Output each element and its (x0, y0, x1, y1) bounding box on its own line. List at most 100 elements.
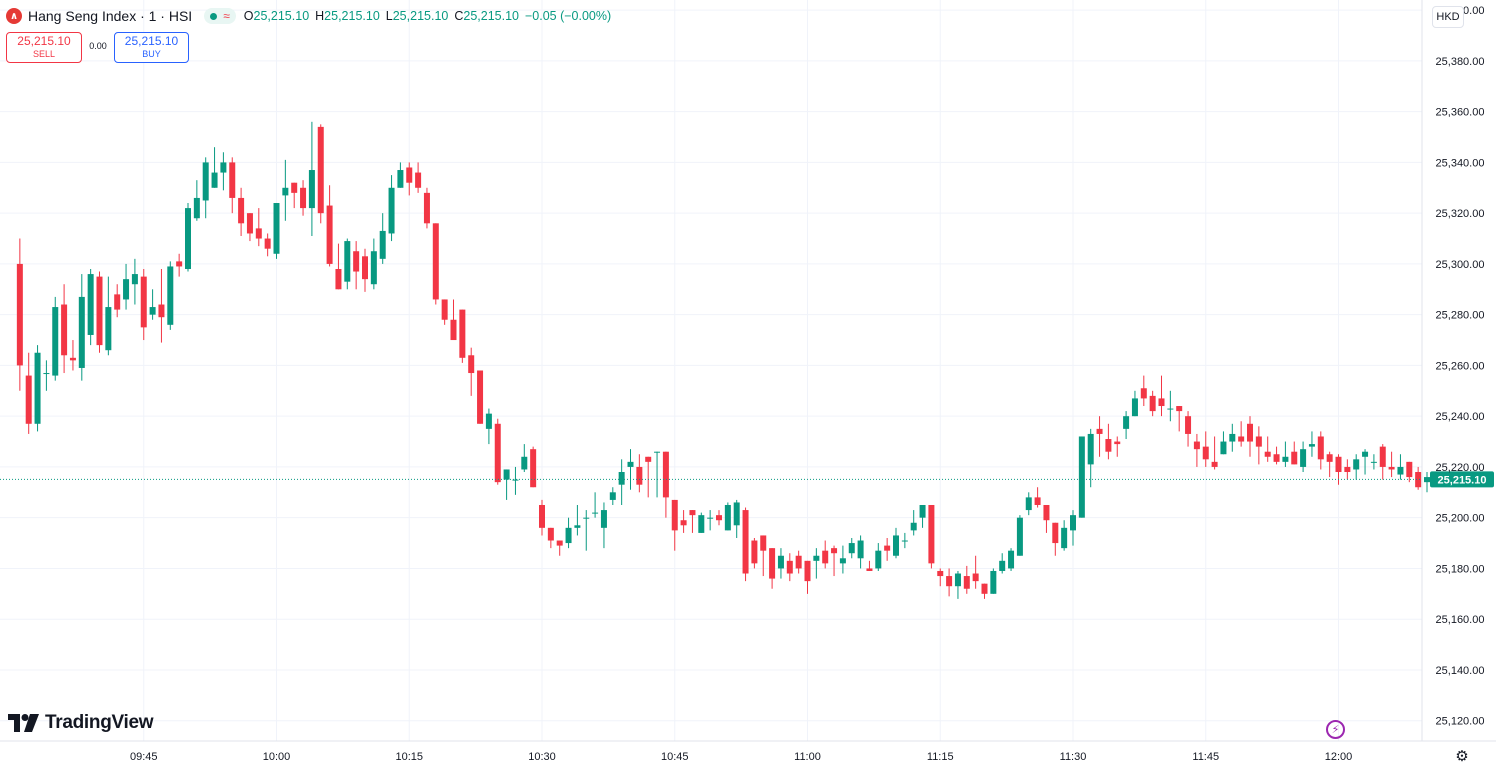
candle-body (530, 449, 537, 488)
candle-body (1140, 388, 1147, 399)
candle-body (167, 266, 174, 325)
candle-body (344, 241, 351, 282)
candle-body (1185, 416, 1192, 434)
sell-button[interactable]: 25,215.10 SELL (6, 32, 82, 63)
sell-label: SELL (32, 48, 56, 59)
chart-grid (0, 0, 1422, 741)
candle-body (379, 230, 386, 259)
candle-body (875, 550, 882, 569)
candle-body (521, 456, 528, 470)
candle-body (1052, 522, 1059, 544)
candle-body (751, 540, 758, 564)
candle-body (539, 504, 545, 528)
candle-body (335, 268, 342, 290)
candle-body (954, 573, 961, 587)
buy-button[interactable]: 25,215.10 BUY (114, 32, 189, 63)
last-price-line: 25,215.10 (0, 471, 1494, 488)
candle-body (140, 276, 147, 328)
candle-body (910, 522, 917, 531)
candle-body (866, 568, 873, 571)
candle-body (61, 304, 68, 356)
candle-body (963, 576, 970, 589)
candle-body (1415, 472, 1422, 488)
candle-body (176, 261, 183, 267)
candle-body (724, 504, 731, 531)
candle-body (680, 520, 687, 526)
candle-body (1388, 466, 1395, 470)
candle-body (990, 570, 997, 594)
symbol-title[interactable]: Hang Seng Index · 1 · HSI (28, 8, 193, 24)
high-value: 25,215.10 (324, 9, 380, 23)
candle-body (1397, 466, 1404, 475)
currency-selector[interactable]: HKD (1432, 6, 1464, 28)
candle-body (370, 251, 377, 285)
candle-body (760, 535, 767, 551)
price-tick-label: 25,180.00 (1436, 563, 1485, 575)
candle-body (742, 510, 749, 574)
close-label: C (454, 9, 464, 23)
candle-body (238, 197, 245, 224)
candle-body (149, 307, 156, 315)
candle-body (716, 515, 722, 521)
ohlc-values: O25,215.10 H25,215.10 L25,215.10 C25,215… (244, 9, 611, 23)
candle-body (1043, 504, 1050, 521)
candle-body (769, 548, 776, 579)
candle-body (291, 182, 298, 193)
candle-body (822, 550, 829, 564)
time-tick-label: 09:45 (130, 751, 158, 763)
price-tick-label: 25,340.00 (1436, 157, 1485, 169)
candle-body (1149, 395, 1156, 412)
candle-body (1362, 451, 1369, 457)
time-tick-label: 11:15 (927, 751, 954, 763)
candle-body (317, 126, 324, 214)
candle-body (1220, 441, 1227, 455)
candle-body (1247, 423, 1253, 442)
market-status-pill[interactable]: ≈ (204, 8, 236, 24)
candle-body (43, 373, 50, 375)
candle-body (78, 296, 85, 368)
candle-body (1131, 398, 1138, 417)
candle-body (300, 187, 307, 209)
candle-body (636, 466, 643, 485)
candle-body (1370, 461, 1377, 463)
candle-body (1008, 550, 1015, 569)
candle-body (1291, 451, 1298, 465)
candle-body (600, 510, 607, 528)
candle-body (246, 213, 253, 234)
buy-label: BUY (142, 48, 161, 59)
price-axis[interactable]: 25,120.00 25,140.00 25,160.00 25,180.00 25,2… (1421, 0, 1485, 741)
candle-body (654, 451, 661, 453)
lightning-bolt-icon[interactable]: ⚡ (1326, 720, 1345, 739)
candle-body (423, 192, 430, 224)
candle-body (185, 208, 191, 269)
close-value: 25,215.10 (463, 9, 519, 23)
candle-body (1273, 454, 1280, 462)
open-value: 25,215.10 (253, 9, 310, 23)
candle-body (105, 307, 112, 351)
candle-body (25, 375, 32, 424)
candle-body (556, 540, 563, 546)
tradingview-wordmark: TradingView (45, 712, 154, 733)
candle-body (671, 499, 678, 531)
candle-body (574, 525, 581, 528)
candle-body (503, 469, 510, 480)
time-axis[interactable]: 1509:4510:0010:1510:3010:4511:0011:1511:… (0, 740, 1496, 763)
candle-body (1070, 515, 1076, 531)
candle-body (52, 307, 59, 376)
candle-body (1379, 446, 1386, 467)
candle-body (831, 548, 838, 554)
candle-body (946, 576, 953, 587)
candle-body (202, 162, 209, 201)
candle-body (609, 492, 616, 500)
candle-body (583, 517, 590, 519)
candle-body (494, 423, 501, 483)
price-tick-label: 25,260.00 (1436, 360, 1485, 372)
tradingview-logo[interactable]: TradingView (8, 712, 154, 734)
candle-body (512, 479, 519, 481)
gear-icon[interactable]: ⚙ (1455, 748, 1469, 765)
candle-body (1353, 459, 1360, 470)
candle-body (972, 573, 979, 582)
candle-body (1158, 398, 1165, 407)
spread-value: 0.00 (89, 41, 107, 51)
